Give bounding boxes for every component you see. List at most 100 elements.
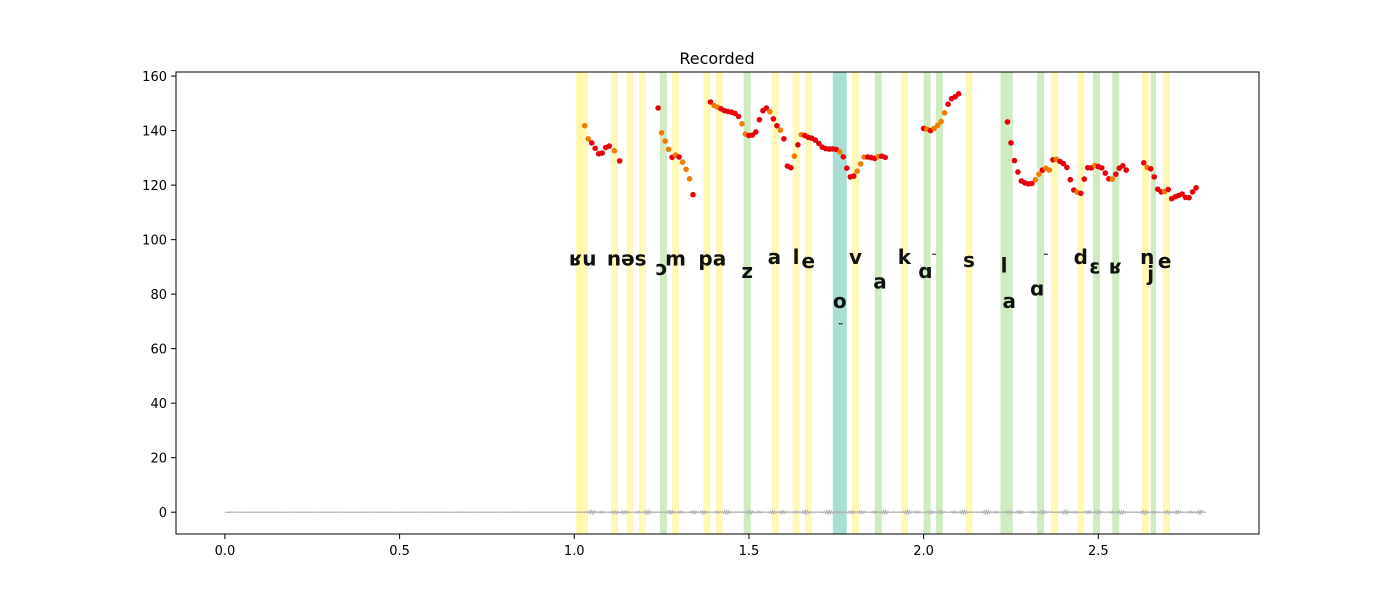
phoneme-band bbox=[743, 72, 751, 534]
pitch-point bbox=[1123, 167, 1129, 173]
phoneme-band bbox=[715, 72, 723, 534]
phoneme-label: ˜ bbox=[838, 321, 844, 335]
x-tick-label: 2.5 bbox=[1088, 544, 1109, 559]
x-tick-label: 0.0 bbox=[215, 544, 236, 559]
x-tick-label: 1.5 bbox=[739, 544, 760, 559]
pitch-point bbox=[1189, 189, 1196, 195]
phoneme-label: e bbox=[1158, 249, 1172, 273]
phoneme-band bbox=[792, 72, 800, 534]
phoneme-band bbox=[1150, 72, 1156, 534]
pitch-point bbox=[857, 161, 864, 167]
phoneme-band bbox=[1077, 72, 1085, 534]
phoneme-band bbox=[1051, 72, 1059, 534]
pitch-point bbox=[955, 91, 962, 97]
phoneme-band bbox=[626, 72, 634, 534]
pitch-point bbox=[1060, 160, 1067, 167]
phoneme-band bbox=[659, 72, 667, 534]
pitch-point bbox=[938, 118, 944, 125]
pitch-point bbox=[585, 136, 591, 142]
pitch-point bbox=[1165, 186, 1171, 193]
phoneme-band bbox=[576, 72, 589, 534]
phoneme-label: m bbox=[665, 247, 686, 271]
phoneme-band bbox=[1037, 72, 1045, 534]
y-tick-label: 60 bbox=[150, 343, 167, 358]
phoneme-label: a bbox=[768, 245, 782, 269]
pitch-point bbox=[753, 129, 759, 135]
phoneme-band bbox=[1162, 72, 1170, 534]
pitch-point bbox=[1011, 157, 1018, 164]
pitch-point bbox=[788, 164, 794, 171]
phoneme-label: l bbox=[793, 245, 800, 269]
pitch-point bbox=[777, 127, 784, 133]
waveform-layer bbox=[224, 508, 1207, 516]
phoneme-label: a bbox=[873, 270, 887, 294]
pitch-point bbox=[774, 122, 780, 129]
pitch-point bbox=[1099, 165, 1105, 171]
phoneme-label: s bbox=[963, 248, 975, 272]
x-tick-label: 2.0 bbox=[913, 544, 934, 559]
pitch-point bbox=[1140, 160, 1147, 166]
phoneme-band bbox=[1093, 72, 1101, 534]
pitch-point bbox=[611, 148, 618, 154]
pitch-point bbox=[1109, 176, 1116, 182]
phoneme-label: e bbox=[802, 249, 816, 273]
y-tick-label: 160 bbox=[142, 70, 167, 85]
pitch-point bbox=[679, 159, 686, 165]
band-layer bbox=[576, 72, 1170, 534]
phoneme-label: d bbox=[1074, 245, 1088, 269]
phoneme-label: ɛ bbox=[1089, 255, 1100, 279]
phoneme-band bbox=[935, 72, 943, 534]
pitch-point bbox=[707, 99, 714, 105]
pitch-point bbox=[599, 150, 605, 156]
phoneme-label: nəs bbox=[607, 247, 647, 271]
pitch-point bbox=[1120, 163, 1126, 169]
pitch-point bbox=[1004, 119, 1011, 125]
phoneme-band bbox=[832, 72, 847, 534]
y-axis: 0 20 40 60 80 100 120 140 160 bbox=[142, 70, 176, 521]
pitch-point bbox=[686, 176, 693, 182]
pitch-point bbox=[1151, 174, 1157, 180]
pitch-point bbox=[844, 165, 850, 171]
phoneme-label: n bbox=[1140, 245, 1154, 269]
pitch-point bbox=[812, 137, 819, 143]
phoneme-band bbox=[672, 72, 680, 534]
phoneme-band bbox=[1112, 72, 1120, 534]
phoneme-band bbox=[1000, 72, 1013, 534]
pitch-point bbox=[662, 138, 668, 144]
pitch-point bbox=[606, 143, 612, 149]
pitch-point bbox=[665, 146, 672, 153]
pitch-point bbox=[840, 154, 847, 160]
phoneme-label: ɑ bbox=[918, 259, 932, 283]
pitch-point bbox=[756, 116, 763, 123]
pitch-point bbox=[1029, 180, 1035, 187]
pitch-point bbox=[854, 168, 860, 174]
pitch-point bbox=[945, 101, 951, 107]
y-tick-label: 100 bbox=[142, 234, 167, 249]
x-tick-label: 1.0 bbox=[564, 544, 585, 559]
pitch-point bbox=[658, 130, 665, 136]
y-tick-label: 20 bbox=[150, 452, 167, 467]
phoneme-label: ʁ bbox=[1109, 255, 1122, 279]
y-tick-label: 120 bbox=[142, 179, 167, 194]
phoneme-label: ɑ bbox=[1030, 277, 1044, 301]
pitch-point bbox=[1186, 194, 1192, 201]
waveform-line bbox=[224, 508, 1207, 516]
phoneme-band bbox=[638, 72, 646, 534]
pitch-point bbox=[676, 154, 682, 160]
phoneme-band bbox=[1141, 72, 1149, 534]
y-tick-label: 0 bbox=[159, 506, 167, 521]
pitch-point bbox=[1193, 185, 1199, 191]
pitch-point bbox=[781, 136, 787, 142]
pitch-point bbox=[588, 140, 595, 146]
y-tick-label: 80 bbox=[150, 288, 167, 303]
phoneme-label: o bbox=[833, 289, 847, 313]
pitch-point bbox=[735, 113, 742, 120]
phoneme-band bbox=[923, 72, 931, 534]
pitch-point bbox=[934, 122, 941, 129]
phoneme-label: j bbox=[1146, 262, 1154, 286]
phoneme-band bbox=[804, 72, 812, 534]
pitch-point bbox=[592, 145, 598, 152]
plot-frame bbox=[175, 71, 1260, 535]
